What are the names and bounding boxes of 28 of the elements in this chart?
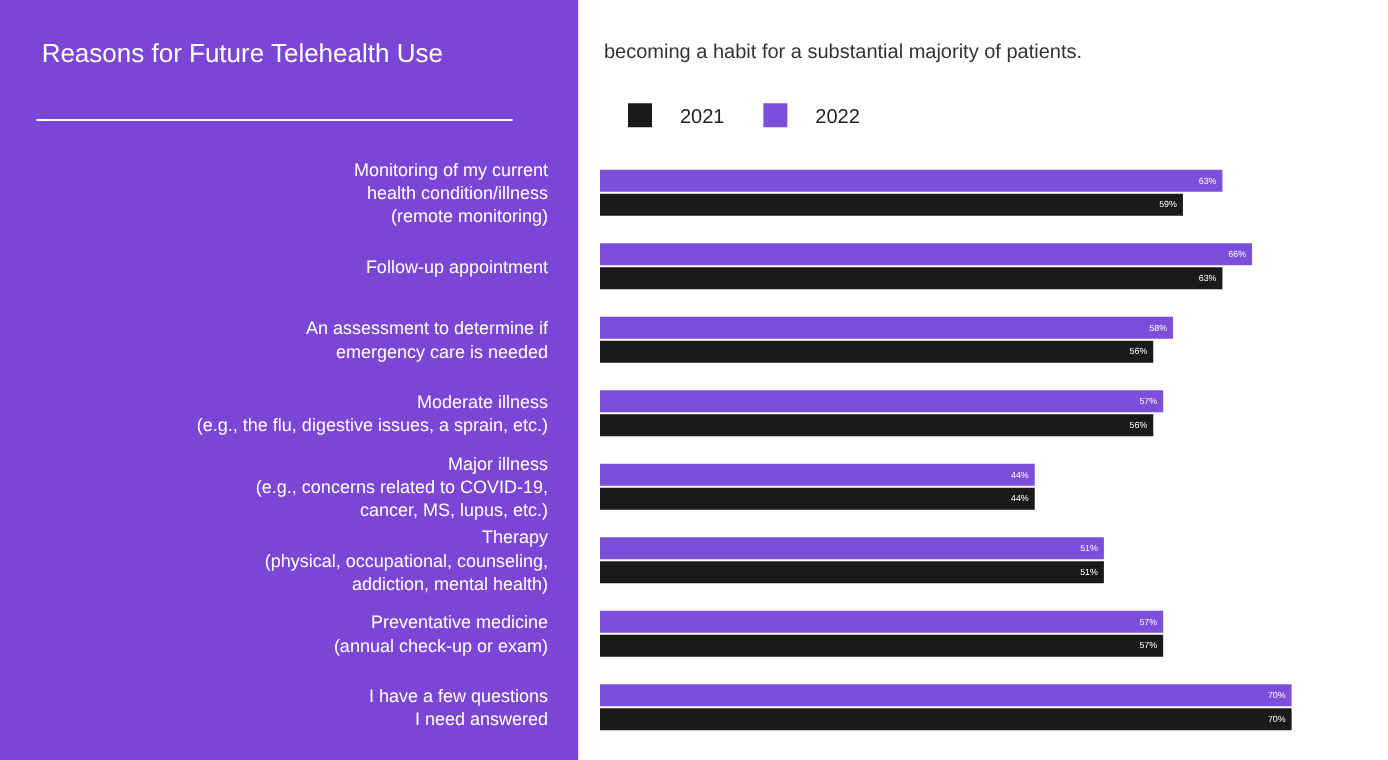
bar [600, 463, 1035, 486]
y-tick-label: Preventative medicine (annual check-up or exam) [333, 612, 548, 656]
bar [600, 316, 1174, 339]
bar [600, 537, 1104, 560]
text: Reasons for Future Telehealth Use [41, 38, 443, 69]
bar [600, 193, 1183, 216]
bar [600, 414, 1154, 437]
y-tick-label: Monitoring of my current health condition/illness (remote monitoring) [353, 159, 549, 227]
bar [600, 340, 1154, 363]
y-tick-label: Moderate illness (e.g., the flu, digestive issues, a sprain, etc.) [196, 391, 549, 436]
bar [600, 610, 1164, 633]
y-tick-label: Major illness (e.g., concerns related to COVID-19, cancer, MS, lupus, etc.) [255, 453, 549, 521]
y-tick-label: An assessment to determine if emergency care is needed [305, 318, 549, 362]
bar [600, 561, 1104, 584]
bar [600, 169, 1223, 192]
bar [600, 634, 1164, 657]
text: becoming a habit for a substantial majority of patients. [604, 42, 1083, 64]
bar [600, 243, 1253, 266]
y-tick-label: I have a few questions I need answered [368, 685, 549, 730]
bar [600, 708, 1292, 731]
bar [600, 267, 1223, 290]
bar [600, 684, 1292, 707]
legend-label: 2022 [815, 107, 861, 130]
legend-label: 2021 [680, 107, 726, 130]
bar [600, 487, 1035, 510]
y-tick-label: Therapy (physical, occupational, counseling, addiction, mental health) [264, 527, 549, 594]
bar [600, 390, 1164, 413]
y-tick-label: Follow-up appointment [365, 256, 549, 277]
